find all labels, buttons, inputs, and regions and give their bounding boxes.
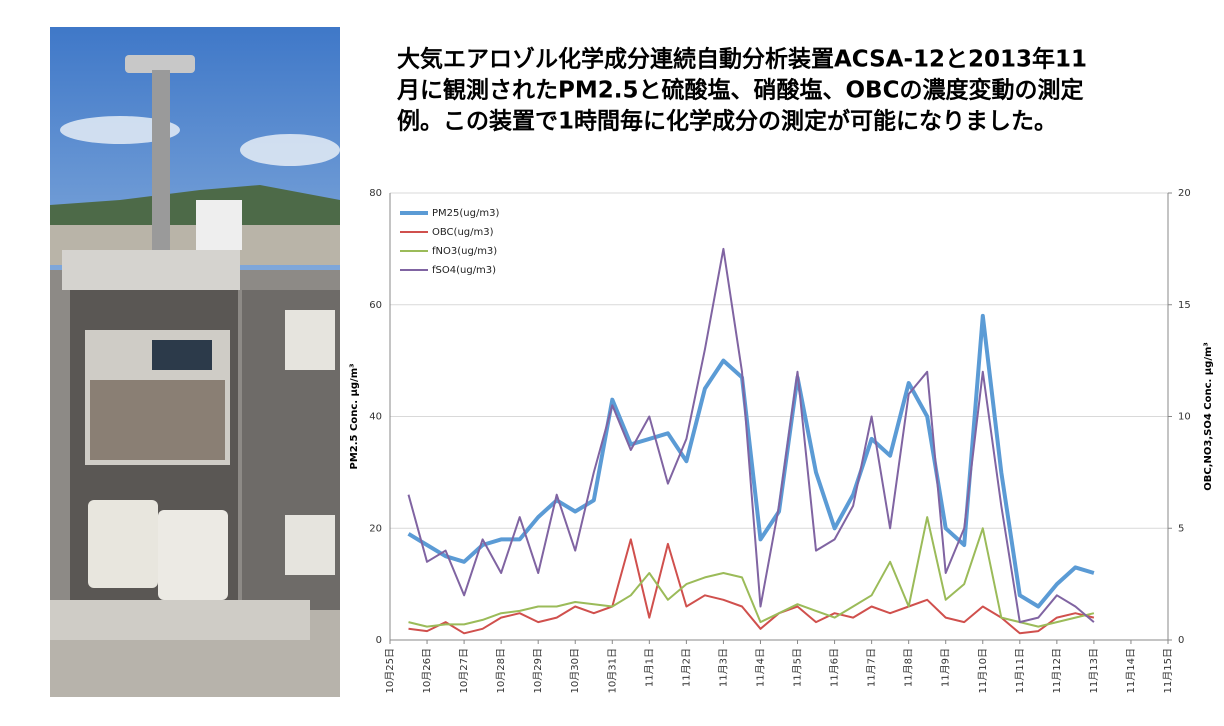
y-tick-label: 80 [369,188,382,199]
chart: 0 20 40 60 80 0 5 10 15 20 10月25日 10月26日 10月27日 10月28… [349,188,1214,693]
series-line [407,247,1095,624]
y-tick-label: 60 [369,300,382,311]
x-tick-label: 11月11日 [1014,648,1026,693]
y2-tick-label: 0 [1178,635,1184,646]
x-tick-label: 11月9日 [940,648,952,687]
x-tick-label: 11月7日 [866,648,878,687]
x-tick-label: 11月6日 [829,648,841,687]
x-tick-label: 10月28日 [495,648,507,693]
x-tick-label: 11月12日 [1051,648,1063,693]
series-line [407,313,1095,609]
photo [50,27,340,697]
y2-tick-label: 20 [1178,188,1191,199]
x-tick-label: 11月1日 [643,648,655,687]
legend-label: fSO4(ug/m3) [432,265,496,276]
x-tick-label: 10月29日 [532,648,544,693]
x-tick-label: 10月30日 [569,648,581,693]
x-tick-label: 11月15日 [1162,648,1174,693]
y2-tick-label: 15 [1178,300,1191,311]
y-axis-label: PM2.5 Conc. μg/m³ [349,364,360,470]
y-tick-label: 40 [369,412,382,423]
x-tick-label: 11月4日 [754,648,766,687]
title-line: 例。この装置で1時間毎に化学成分の測定が可能になりました。 [397,108,1057,135]
y-tick-label: 0 [376,635,382,646]
series-line [408,516,1095,628]
y2-tick-label: 5 [1178,523,1184,534]
y2-tick-label: 10 [1178,412,1191,423]
x-tick-label: 11月13日 [1088,648,1100,693]
y2-axis-label: OBC,NO3,SO4 Conc. μg/m³ [1203,342,1214,491]
x-tick-label: 11月8日 [903,648,915,687]
x-tick-label: 11月5日 [792,648,804,687]
title-line: 月に観測されたPM2.5と硫酸塩、硝酸塩、OBCの濃度変動の測定 [396,77,1083,104]
x-tick-label: 11月2日 [680,648,692,687]
legend-label: fNO3(ug/m3) [432,246,497,257]
x-tick-label: 10月25日 [384,648,396,693]
title-line: 大気エアロゾル化学成分連続自動分析装置ACSA-12と2013年11 [397,46,1087,73]
x-tick-label: 11月10日 [977,648,989,693]
legend-label: OBC(ug/m3) [432,227,494,238]
title: 大気エアロゾル化学成分連続自動分析装置ACSA-12と2013年11 月に観測され… [396,46,1087,135]
y-tick-label: 20 [369,523,382,534]
x-tick-label: 10月31日 [606,648,618,693]
series-line [408,538,1095,635]
x-tick-label: 11月3日 [717,648,729,687]
legend-label: PM25(ug/m3) [432,208,499,219]
x-tick-label: 10月26日 [421,648,433,693]
x-tick-label: 10月27日 [458,648,470,693]
x-tick-label: 11月14日 [1125,648,1137,693]
